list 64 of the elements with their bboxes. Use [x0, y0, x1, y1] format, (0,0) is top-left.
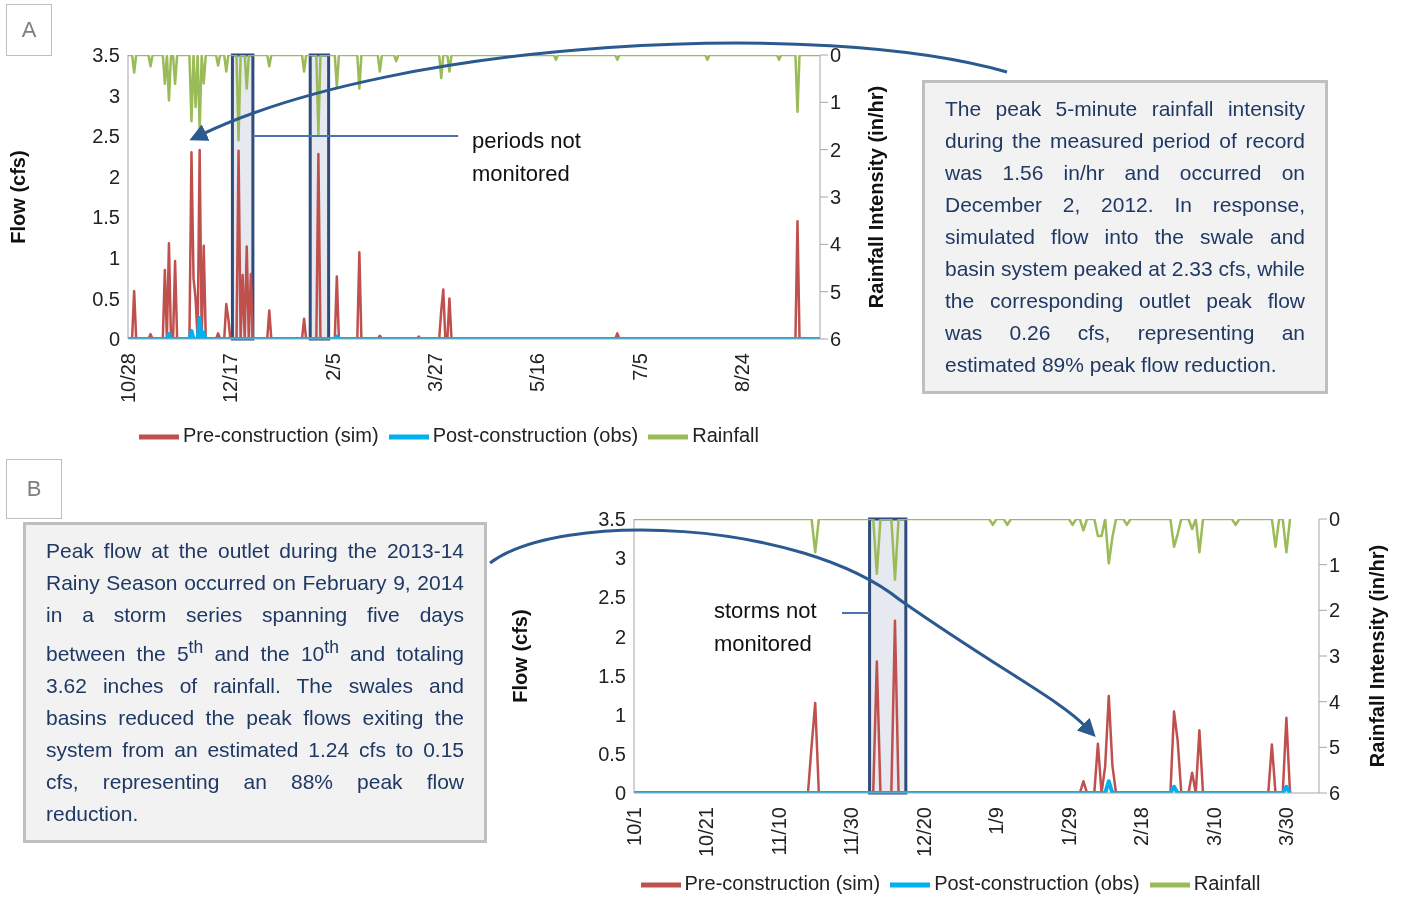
y-tick-label: 2 [614, 625, 626, 648]
text: Peak flow at the outlet during the 2013-14 Rainy Season occurred on February 9, 2014 in a storm series spanning five days between the 5$^{th}$ and the 10$^{th}$ and totaling 3.62 inches of rainfall. The swales and basins reduced the peak flows exiting the system from an estimated 1.24 cfs to 0.15 cfs, representing an 88% peak flow reduction. [46, 539, 465, 825]
y2-tick-label: 2 [1329, 599, 1341, 622]
text: B [6, 459, 62, 519]
y2-tick-label: 1 [830, 91, 842, 114]
x-tick-label: 1/29 [1057, 807, 1080, 846]
y2-tick-label: 3 [830, 186, 842, 209]
y-tick-label: 0 [614, 782, 626, 805]
chart-title: A [6, 4, 52, 56]
y2-tick-label: 0 [1329, 508, 1341, 531]
text: The peak 5-minute rainfall intensity during the measured period of record was 1.56 in/hr and occurred on December 2, 2012. In response, simulated flow into the swale and basin system peaked at 2.33 cfs, while the corresponding outlet peak flow was 0.26 cfs, representing an estimated 89% peak flow reduction. [945, 97, 1305, 376]
y-tick-label: 2 [108, 165, 120, 188]
y2-axis-title: Rainfall Intensity (in/hr) [1366, 544, 1389, 768]
x-tick-label: 10/1 [623, 807, 645, 846]
x-tick-label: 10/21 [695, 807, 718, 858]
y-tick-label: 2.5 [92, 125, 120, 148]
y-tick-label: 1.5 [92, 206, 120, 229]
legend-label: Post-construction (obs) [432, 424, 639, 447]
y-axis-title: Flow (cfs) [7, 150, 30, 244]
y2-tick-label: 0 [830, 44, 842, 67]
y2-tick-label: 4 [1329, 690, 1341, 713]
x-tick-label: 11/30 [840, 807, 863, 856]
x-tick-label: 7/5 [628, 353, 651, 381]
y2-axis-title: Rainfall Intensity (in/hr) [865, 85, 888, 309]
annotation: storms not monitored [714, 597, 818, 658]
legend-label: Rainfall [1193, 872, 1261, 895]
x-tick-label: 8/24 [731, 353, 754, 392]
x-tick-label: 3/30 [1275, 807, 1298, 846]
y-tick-label: 3 [614, 547, 626, 570]
y2-tick-label: 6 [830, 328, 842, 351]
y-tick-label: 1 [108, 246, 120, 269]
x-tick-label: 2/18 [1130, 807, 1153, 846]
x-tick-label: 3/27 [424, 353, 447, 392]
legend-label: Rainfall [692, 424, 759, 447]
y2-tick-label: 5 [830, 280, 842, 303]
y2-tick-label: 3 [1329, 645, 1341, 668]
y-tick-label: 3.5 [598, 508, 626, 531]
x-tick-label: 12/17 [219, 353, 242, 404]
y-tick-label: 0.5 [92, 287, 120, 310]
x-tick-label: 12/20 [912, 807, 935, 858]
x-tick-label: 2/5 [321, 353, 344, 381]
x-tick-label: 5/16 [526, 353, 549, 392]
y-tick-label: 3.5 [92, 44, 120, 67]
y-tick-label: 1.5 [598, 664, 626, 687]
y-tick-label: 2.5 [598, 586, 626, 609]
y-tick-label: 1 [614, 703, 626, 726]
y2-tick-label: 4 [830, 233, 842, 256]
y-tick-label: 0.5 [598, 742, 626, 765]
y-axis-title: Flow (cfs) [509, 609, 532, 703]
y2-tick-label: 5 [1329, 736, 1341, 759]
line-series [634, 519, 1292, 581]
legend-label: Pre-construction (sim) [684, 872, 881, 895]
y2-tick-label: 6 [1329, 782, 1341, 805]
legend-label: Post-construction (obs) [934, 872, 1140, 895]
y2-tick-label: 1 [1329, 553, 1341, 576]
y-tick-label: 0 [108, 328, 120, 351]
y-tick-label: 3 [108, 84, 120, 107]
y2-tick-label: 2 [830, 138, 842, 161]
x-tick-label: 3/10 [1202, 807, 1225, 846]
x-tick-label: 10/28 [117, 353, 139, 404]
x-tick-label: 11/10 [767, 807, 790, 856]
x-tick-label: 1/9 [985, 807, 1008, 835]
legend-label: Pre-construction (sim) [183, 424, 379, 447]
annotation: periods not monitored [472, 127, 582, 188]
